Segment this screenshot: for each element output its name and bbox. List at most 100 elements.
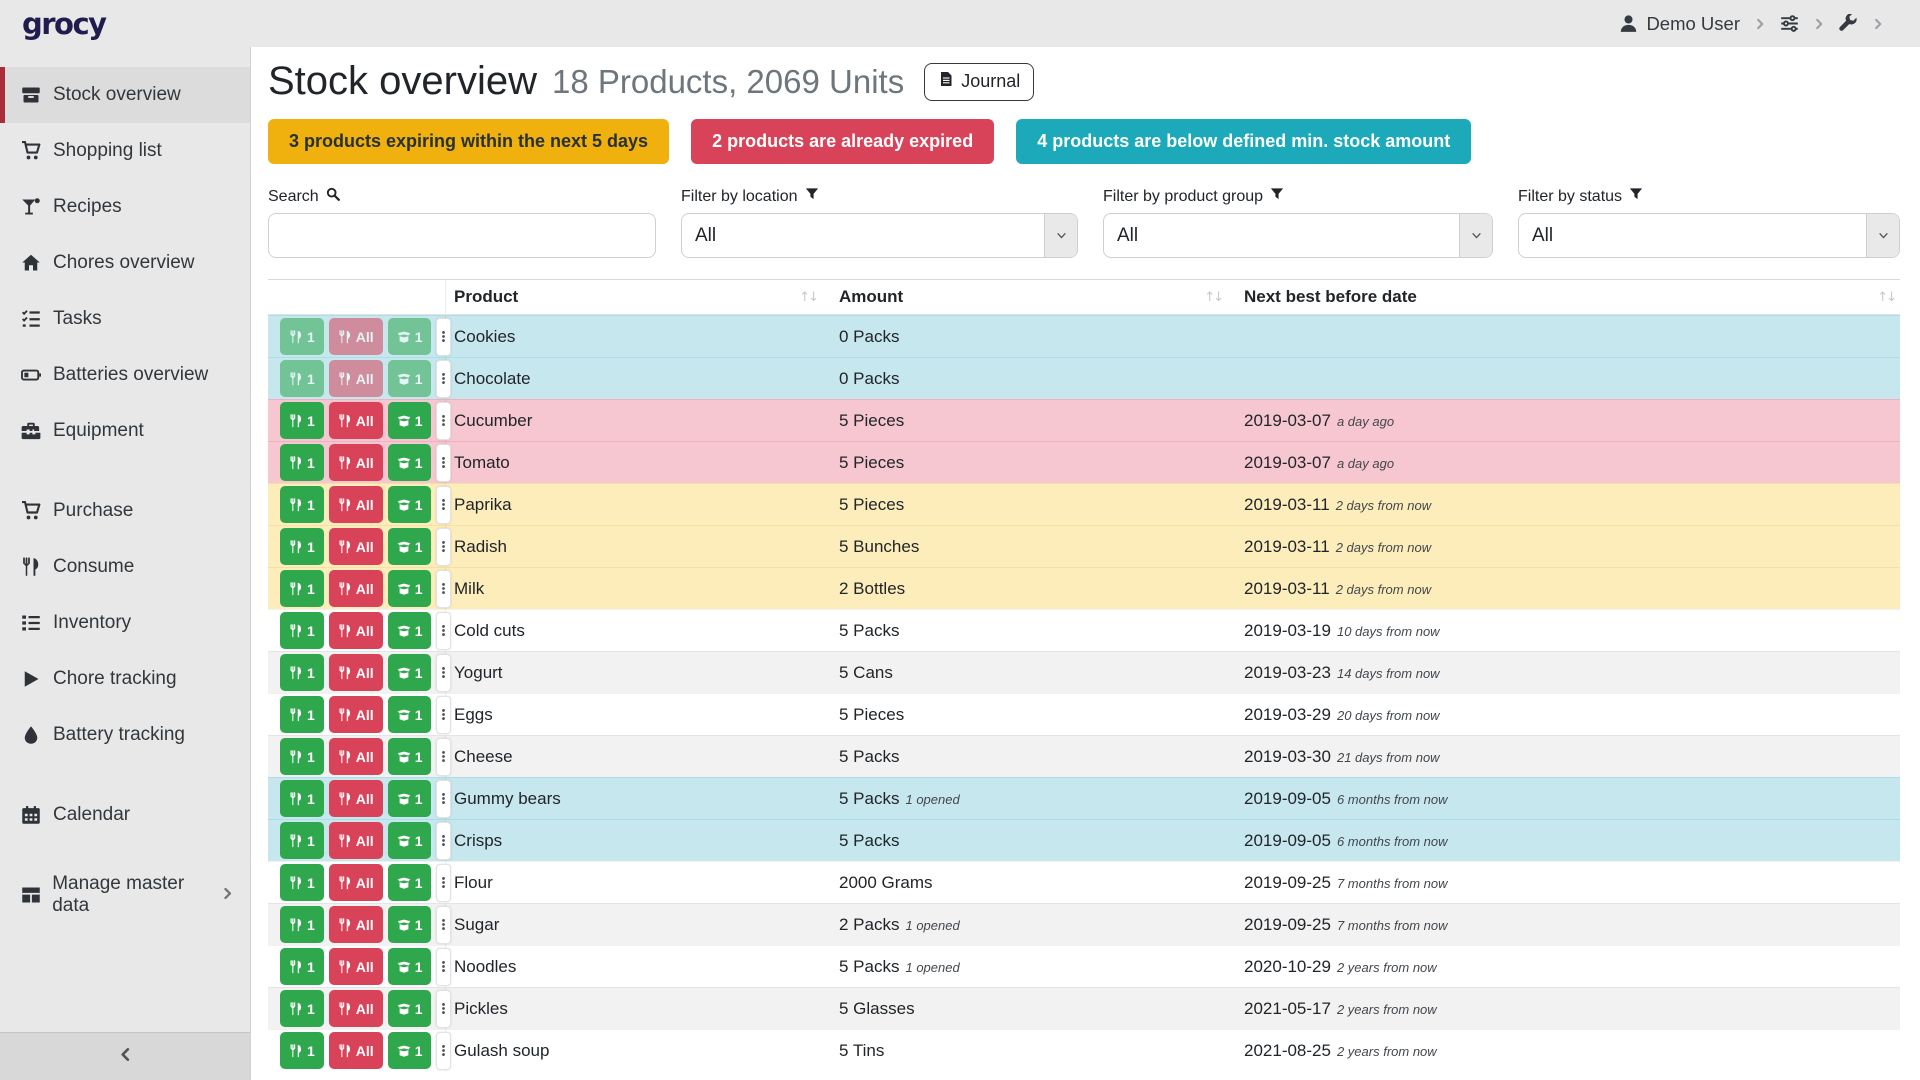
consume-one-button[interactable]: 1 (280, 948, 324, 985)
sidebar-item-manage-master-data[interactable]: Manage master data (0, 867, 250, 923)
consume-all-button[interactable]: All (328, 444, 383, 481)
journal-button[interactable]: Journal (924, 62, 1035, 101)
row-menu-button[interactable] (436, 905, 452, 944)
sidebar-item-inventory[interactable]: Inventory (0, 595, 250, 651)
row-menu-button[interactable] (436, 821, 452, 860)
open-one-button[interactable]: 1 (387, 696, 432, 733)
consume-one-button[interactable]: 1 (280, 402, 324, 439)
row-menu-button[interactable] (436, 737, 452, 776)
open-one-button[interactable]: 1 (387, 360, 432, 397)
row-menu-button[interactable] (436, 569, 452, 608)
consume-one-button[interactable]: 1 (280, 696, 324, 733)
row-menu-button[interactable] (436, 989, 452, 1028)
consume-one-button[interactable]: 1 (280, 360, 324, 397)
consume-all-button[interactable]: All (328, 402, 383, 439)
consume-all-button[interactable]: All (328, 612, 383, 649)
consume-one-button[interactable]: 1 (280, 612, 324, 649)
search-input[interactable] (268, 213, 656, 258)
open-one-button[interactable]: 1 (387, 738, 432, 775)
row-menu-button[interactable] (436, 401, 452, 440)
open-one-button[interactable]: 1 (387, 1032, 432, 1069)
consume-all-button[interactable]: All (328, 948, 383, 985)
open-one-button[interactable]: 1 (387, 822, 432, 859)
open-one-button[interactable]: 1 (387, 906, 432, 943)
sidebar-item-equipment[interactable]: Equipment (0, 403, 250, 459)
sidebar-item-consume[interactable]: Consume (0, 539, 250, 595)
consume-one-button[interactable]: 1 (280, 1032, 324, 1069)
open-one-button[interactable]: 1 (387, 654, 432, 691)
consume-all-button[interactable]: All (328, 738, 383, 775)
row-menu-button[interactable] (436, 527, 452, 566)
consume-all-button[interactable]: All (328, 528, 383, 565)
sidebar-item-chore-tracking[interactable]: Chore tracking (0, 651, 250, 707)
row-menu-button[interactable] (436, 1031, 452, 1070)
row-menu-button[interactable] (436, 317, 452, 356)
row-menu-button[interactable] (436, 695, 452, 734)
consume-all-button[interactable]: All (328, 906, 383, 943)
row-menu-button[interactable] (436, 779, 452, 818)
sidebar-item-calendar[interactable]: Calendar (0, 787, 250, 843)
row-menu-button[interactable] (436, 485, 452, 524)
open-one-button[interactable]: 1 (387, 780, 432, 817)
chevron-right-icon[interactable] (1813, 18, 1825, 30)
sidebar-item-tasks[interactable]: Tasks (0, 291, 250, 347)
consume-all-button[interactable]: All (328, 696, 383, 733)
open-one-button[interactable]: 1 (387, 864, 432, 901)
open-one-button[interactable]: 1 (387, 990, 432, 1027)
consume-all-button[interactable]: All (328, 864, 383, 901)
consume-all-button[interactable]: All (328, 1032, 383, 1069)
sidebar-item-batteries-overview[interactable]: Batteries overview (0, 347, 250, 403)
settings-sliders-icon[interactable] (1780, 14, 1799, 33)
consume-one-button[interactable]: 1 (280, 780, 324, 817)
consume-one-button[interactable]: 1 (280, 906, 324, 943)
sidebar-item-purchase[interactable]: Purchase (0, 483, 250, 539)
consume-one-button[interactable]: 1 (280, 822, 324, 859)
sidebar-item-battery-tracking[interactable]: Battery tracking (0, 707, 250, 763)
status-alert-badge[interactable]: 2 products are already expired (691, 119, 995, 164)
sidebar-item-shopping-list[interactable]: Shopping list (0, 123, 250, 179)
sort-icon[interactable]: ↑↓ (799, 289, 819, 305)
consume-all-button[interactable]: All (328, 360, 383, 397)
open-one-button[interactable]: 1 (387, 444, 432, 481)
sort-icon[interactable]: ↑↓ (1204, 289, 1224, 305)
open-one-button[interactable]: 1 (387, 948, 432, 985)
sidebar-item-chores-overview[interactable]: Chores overview (0, 235, 250, 291)
open-one-button[interactable]: 1 (387, 318, 432, 355)
open-one-button[interactable]: 1 (387, 612, 432, 649)
chevron-right-icon[interactable] (1872, 18, 1884, 30)
consume-one-button[interactable]: 1 (280, 570, 324, 607)
user-menu[interactable]: Demo User (1646, 12, 1740, 34)
row-menu-button[interactable] (436, 653, 452, 692)
consume-all-button[interactable]: All (328, 654, 383, 691)
consume-one-button[interactable]: 1 (280, 528, 324, 565)
consume-all-button[interactable]: All (328, 780, 383, 817)
consume-one-button[interactable]: 1 (280, 654, 324, 691)
consume-one-button[interactable]: 1 (280, 864, 324, 901)
sidebar-item-stock-overview[interactable]: Stock overview (0, 67, 250, 123)
consume-all-button[interactable]: All (328, 486, 383, 523)
consume-all-button[interactable]: All (328, 318, 383, 355)
status-alert-badge[interactable]: 3 products expiring within the next 5 da… (268, 119, 670, 164)
sidebar-collapse-button[interactable] (0, 1032, 250, 1080)
sort-icon[interactable]: ↑↓ (1877, 289, 1897, 305)
open-one-button[interactable]: 1 (387, 528, 432, 565)
row-menu-button[interactable] (436, 947, 452, 986)
consume-all-button[interactable]: All (328, 990, 383, 1027)
open-one-button[interactable]: 1 (387, 570, 432, 607)
row-menu-button[interactable] (436, 359, 452, 398)
chevron-right-icon[interactable] (1754, 18, 1766, 30)
status-filter-select[interactable]: All (1518, 213, 1900, 258)
admin-wrench-icon[interactable] (1839, 14, 1858, 33)
consume-all-button[interactable]: All (328, 570, 383, 607)
consume-one-button[interactable]: 1 (280, 486, 324, 523)
product-group-filter-select[interactable]: All (1103, 213, 1493, 258)
consume-one-button[interactable]: 1 (280, 444, 324, 481)
sidebar-item-recipes[interactable]: Recipes (0, 179, 250, 235)
row-menu-button[interactable] (436, 443, 452, 482)
open-one-button[interactable]: 1 (387, 402, 432, 439)
row-menu-button[interactable] (436, 863, 452, 902)
consume-one-button[interactable]: 1 (280, 318, 324, 355)
consume-all-button[interactable]: All (328, 822, 383, 859)
row-menu-button[interactable] (436, 611, 452, 650)
consume-one-button[interactable]: 1 (280, 738, 324, 775)
